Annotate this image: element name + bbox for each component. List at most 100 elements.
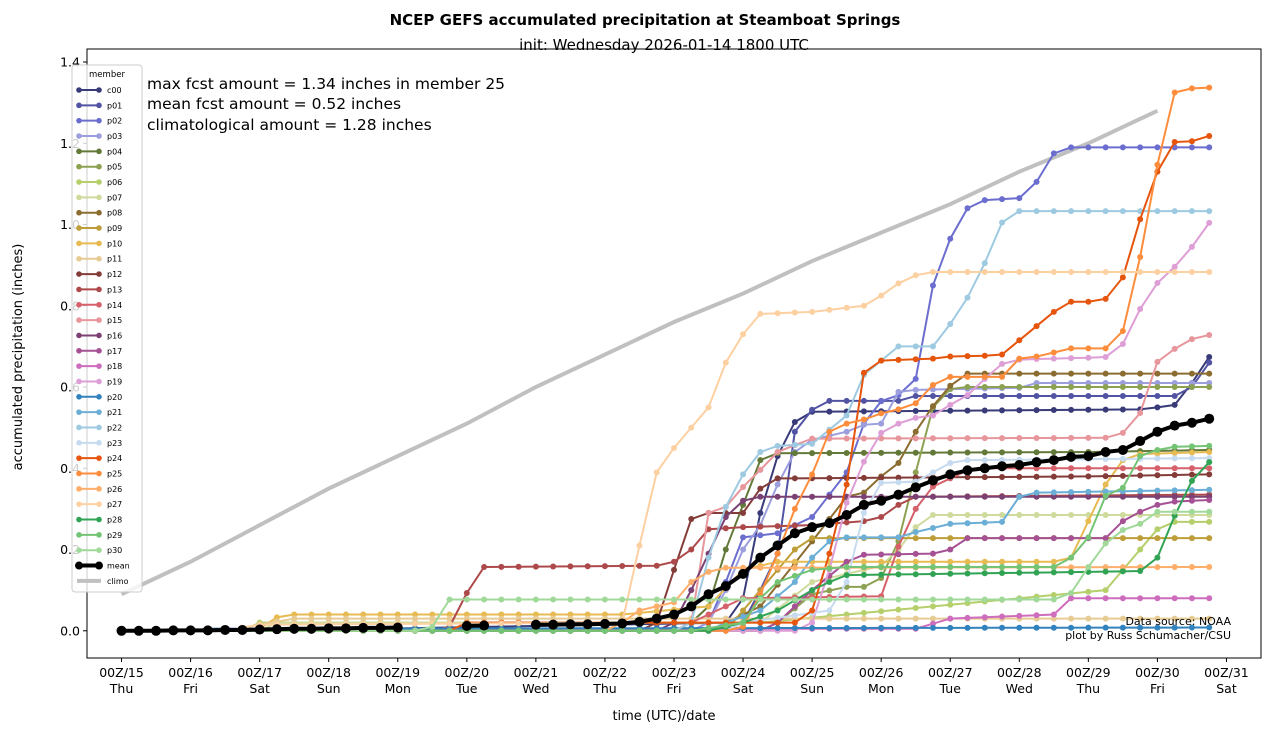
legend-marker	[96, 378, 102, 385]
data-point-p19	[843, 499, 850, 506]
data-point-p22	[1119, 208, 1126, 215]
data-point-p10	[929, 558, 936, 565]
legend-item-p12: p12	[76, 270, 122, 279]
data-point-p30	[981, 596, 988, 603]
data-point-p12	[1016, 473, 1023, 480]
data-point-p07	[964, 511, 971, 518]
data-point-p11	[412, 615, 419, 622]
data-point-p06	[1050, 592, 1057, 599]
data-point-p22	[1206, 208, 1213, 215]
data-point-p25	[860, 416, 867, 423]
data-point-p20	[912, 624, 919, 631]
data-point-p14	[1137, 465, 1144, 472]
legend-marker	[76, 532, 82, 538]
data-point-p18	[1016, 612, 1023, 619]
legend-marker	[76, 255, 82, 262]
data-point-p24	[895, 356, 902, 363]
data-point-p30	[463, 596, 470, 603]
data-point-p29	[1033, 563, 1040, 570]
data-point-p23	[981, 457, 988, 464]
data-point-p11	[308, 615, 315, 622]
data-point-p10	[947, 558, 954, 565]
legend-marker	[96, 209, 102, 216]
data-point-p08	[1085, 370, 1092, 377]
data-point-p17	[1171, 498, 1178, 505]
legend-marker	[76, 148, 82, 155]
data-point-p08	[1137, 370, 1144, 377]
data-point-p10	[878, 558, 885, 565]
data-point-p23	[964, 457, 971, 464]
data-point-p26	[1068, 564, 1075, 571]
data-point-p04	[912, 449, 919, 456]
data-point-p29	[1102, 492, 1109, 499]
data-point-p19	[1102, 353, 1109, 360]
data-point-p19	[1068, 355, 1075, 362]
data-point-p06	[895, 606, 902, 613]
data-point-c00	[1102, 406, 1109, 413]
data-point-p22	[981, 260, 988, 267]
data-point-p15	[843, 435, 850, 442]
data-point-p27	[671, 444, 677, 451]
data-point-p14	[1154, 465, 1161, 472]
data-point-p27	[1171, 269, 1178, 276]
data-point-p12	[1068, 473, 1075, 480]
data-point-p25	[929, 381, 936, 388]
data-point-p16	[1085, 493, 1092, 500]
data-point-p25	[1119, 327, 1126, 334]
data-point-p30	[1016, 596, 1023, 603]
data-point-p24	[929, 355, 936, 362]
data-point-c00	[1171, 401, 1178, 408]
legend-marker	[96, 117, 102, 124]
data-point-p25	[1102, 345, 1109, 352]
data-point-c00	[1154, 404, 1161, 411]
data-point-p19	[1171, 263, 1178, 270]
data-point-p18	[1068, 595, 1075, 602]
data-point-p18	[1033, 612, 1040, 619]
data-point-p04	[809, 450, 816, 457]
data-point-p17	[1102, 535, 1109, 542]
data-point-p15	[1033, 434, 1040, 441]
data-point-p15	[947, 435, 954, 442]
legend-label: p08	[107, 209, 122, 218]
data-point-p30	[1085, 563, 1092, 570]
series-line-p28	[121, 461, 1210, 632]
data-point-p01	[1119, 392, 1126, 399]
data-point-p30	[1119, 527, 1126, 534]
data-point-p14	[1206, 465, 1213, 472]
legend-label: p06	[107, 178, 122, 187]
data-point-p04	[964, 449, 971, 456]
data-point-p27	[1050, 269, 1057, 276]
data-point-p26	[757, 564, 764, 571]
data-point-p27	[860, 302, 867, 309]
data-point-c00	[947, 407, 954, 414]
data-point-p04	[791, 450, 798, 457]
legend-marker	[96, 394, 102, 400]
data-point-p19	[895, 420, 902, 427]
data-point-p27	[1137, 269, 1144, 276]
data-point-p21	[757, 607, 764, 614]
data-point-p11	[878, 615, 885, 622]
data-point-p02	[999, 196, 1006, 203]
data-point-p14	[722, 603, 729, 610]
data-point-p28	[1033, 569, 1040, 576]
series-p04	[118, 446, 1213, 634]
legend-label: p02	[107, 117, 122, 126]
data-point-p21	[1206, 486, 1213, 493]
chart-title: NCEP GEFS accumulated precipitation at S…	[390, 11, 901, 29]
data-point-p22	[947, 321, 954, 328]
legend-marker	[76, 501, 82, 507]
data-point-p02	[1206, 144, 1213, 151]
data-point-p12	[740, 509, 747, 516]
data-point-p06	[1206, 518, 1213, 525]
data-point-p27	[809, 308, 816, 315]
data-point-p20	[1033, 624, 1040, 631]
data-point-p10	[1171, 450, 1178, 457]
legend-label: p03	[107, 132, 122, 141]
data-point-p16	[826, 493, 833, 500]
mean-line	[535, 416, 1210, 627]
data-point-p25	[1154, 161, 1161, 168]
data-point-p09	[1206, 535, 1213, 542]
legend-item-p08: p08	[76, 209, 122, 218]
data-point-p06	[1085, 588, 1092, 595]
x-tick-label: 00Z/25	[790, 665, 835, 680]
